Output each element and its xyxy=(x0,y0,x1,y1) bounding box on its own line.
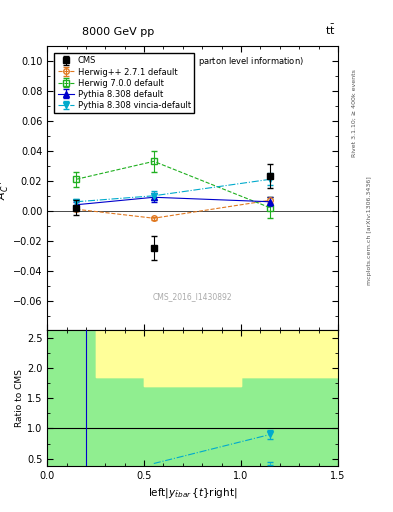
Legend: CMS, Herwig++ 2.7.1 default, Herwig 7.0.0 default, Pythia 8.308 default, Pythia : CMS, Herwig++ 2.7.1 default, Herwig 7.0.… xyxy=(54,53,194,113)
Text: Rivet 3.1.10; ≥ 400k events: Rivet 3.1.10; ≥ 400k events xyxy=(352,69,357,157)
Text: mcplots.cern.ch [arXiv:1306.3436]: mcplots.cern.ch [arXiv:1306.3436] xyxy=(367,176,373,285)
Text: $A_C^l$ vs $y_{\mathrm{t\bar{t}ar}}$ ($\mathrm{t\bar{t}}$events, parton level in: $A_C^l$ vs $y_{\mathrm{t\bar{t}ar}}$ ($\… xyxy=(111,55,303,70)
Text: CMS_2016_I1430892: CMS_2016_I1430892 xyxy=(153,292,232,301)
Y-axis label: $A_C^{\ell ep}$: $A_C^{\ell ep}$ xyxy=(0,177,11,200)
Text: $\mathrm{t\bar{t}}$: $\mathrm{t\bar{t}}$ xyxy=(325,23,336,37)
Text: 8000 GeV pp: 8000 GeV pp xyxy=(82,27,154,37)
Y-axis label: Ratio to CMS: Ratio to CMS xyxy=(15,369,24,427)
X-axis label: $\mathrm{left}|y_{\bar{t}bar}\,\{t\}\mathrm{right}|$: $\mathrm{left}|y_{\bar{t}bar}\,\{t\}\mat… xyxy=(148,486,237,500)
